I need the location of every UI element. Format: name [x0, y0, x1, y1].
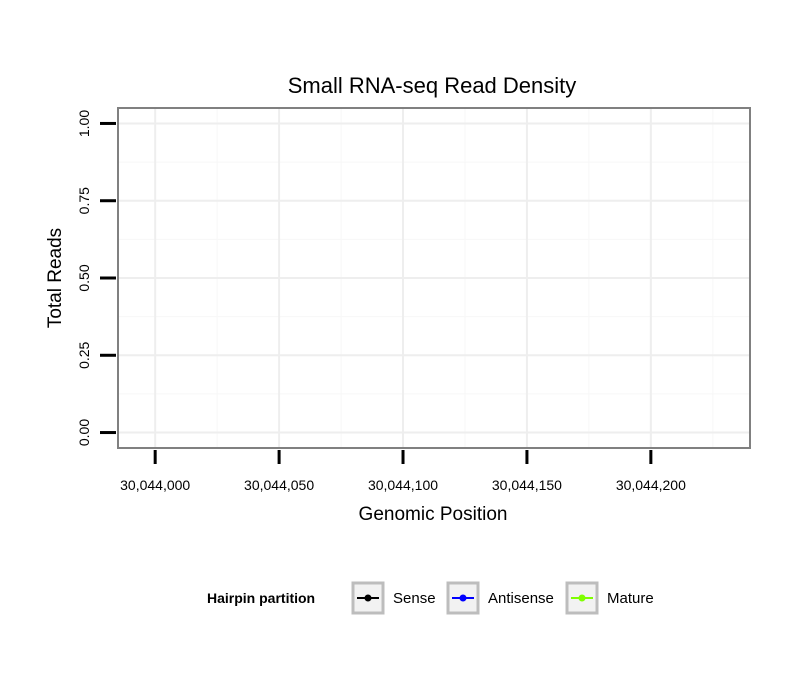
x-tick-label: 30,044,150: [492, 477, 562, 493]
legend-key-point: [459, 594, 467, 602]
x-tick-label: 30,044,200: [616, 477, 686, 493]
grid: [118, 108, 750, 448]
chart-title: Small RNA-seq Read Density: [288, 73, 577, 98]
x-axis: 30,044,000 30,044,050 30,044,100 30,044,150…: [120, 450, 686, 493]
x-tick-label: 30,044,000: [120, 477, 190, 493]
legend-label-antisense: Antisense: [488, 590, 554, 607]
y-tick-label: 0.25: [76, 341, 92, 368]
legend-title: Hairpin partition: [207, 590, 315, 606]
legend-key-point: [364, 594, 372, 602]
legend-key-point: [578, 594, 586, 602]
y-tick-label: 0.50: [76, 264, 92, 291]
x-tick-label: 30,044,100: [368, 477, 438, 493]
y-tick-label: 0.00: [76, 419, 92, 446]
y-axis-title: Total Reads: [45, 228, 66, 328]
x-axis-title: Genomic Position: [359, 504, 508, 525]
y-tick-label: 1.00: [76, 110, 92, 137]
legend: Hairpin partition Sense Antisense Mature: [207, 581, 654, 615]
legend-label-mature: Mature: [607, 590, 654, 607]
y-axis: 0.00 0.25 0.50 0.75 1.00: [76, 110, 116, 446]
plot-panel: [117, 107, 751, 449]
legend-entries: Sense Antisense Mature: [351, 581, 654, 615]
legend-label-sense: Sense: [393, 590, 436, 607]
y-tick-label: 0.75: [76, 187, 92, 214]
x-tick-label: 30,044,050: [244, 477, 314, 493]
